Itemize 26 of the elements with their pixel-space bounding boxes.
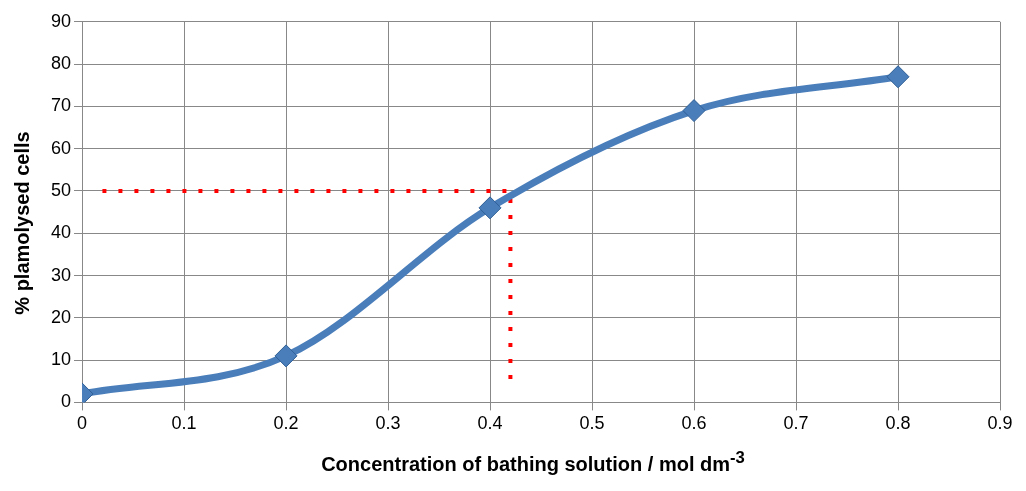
- y-tick-label: 80: [50, 53, 72, 74]
- y-tick-label: 40: [50, 222, 72, 243]
- y-tick-label: 50: [50, 179, 72, 200]
- point: [682, 99, 706, 123]
- y-axis-title: % plamolysed cells: [10, 131, 34, 315]
- point: [478, 196, 502, 220]
- x-tick-label: 0.2: [273, 413, 299, 434]
- x-axis-title: Concentration of bathing solution / mol dm$^{-3}$: [320, 448, 746, 476]
- x-tick-label: 0: [77, 413, 88, 434]
- x-tick-label: 0.8: [885, 413, 911, 434]
- x-tick-label: 0.9: [987, 413, 1013, 434]
- y-tick-label: 30: [50, 264, 72, 285]
- point: [274, 344, 298, 368]
- x-tick-label: 0.3: [375, 413, 401, 434]
- y-tick-label: 60: [50, 137, 72, 158]
- y-tick-label: 20: [50, 306, 72, 327]
- x-tick-label: 0.5: [579, 413, 605, 434]
- y-tick-label: 70: [50, 95, 72, 116]
- y-tick-label: 0: [61, 391, 72, 412]
- y-tick-label: 90: [50, 10, 72, 31]
- x-tick-label: 0.7: [783, 413, 809, 434]
- x-tick-label: 0.1: [171, 413, 197, 434]
- x-tick-label: 0.6: [681, 413, 707, 434]
- x-tick-label: 0.4: [477, 413, 503, 434]
- y-tick-label: 10: [50, 349, 72, 370]
- point: [886, 65, 910, 89]
